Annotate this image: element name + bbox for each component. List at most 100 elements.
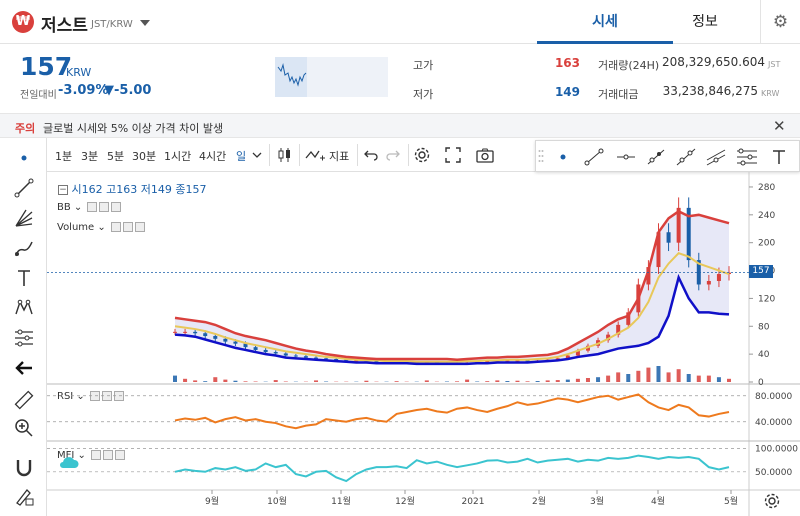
volume-bar <box>203 381 208 382</box>
candle-body <box>253 347 258 350</box>
settings-icon[interactable] <box>103 450 114 460</box>
interval-4hour[interactable]: 4시간 <box>199 150 227 163</box>
collapse-icon[interactable]: − <box>58 185 68 195</box>
interval-3min[interactable]: 3분 <box>81 150 99 163</box>
lock-pencil-icon[interactable] <box>12 484 36 508</box>
visibility-icon[interactable] <box>91 450 102 460</box>
bb-label: BB <box>57 202 71 213</box>
close-label: 종 <box>175 183 186 196</box>
volume-indicator-row[interactable]: Volume ⌄ <box>57 222 145 233</box>
x-tick-label: 2월 <box>532 495 546 507</box>
undo-icon[interactable] <box>363 147 379 163</box>
top-header: ₩ 저스트 JST/KRW 시세 정보 ⚙ <box>0 0 800 44</box>
mfi-indicator-row[interactable]: MFI ⌄ <box>57 450 126 461</box>
visibility-icon[interactable] <box>87 202 98 212</box>
camera-icon[interactable] <box>475 146 495 164</box>
settings-icon[interactable] <box>122 222 133 232</box>
volume-bar <box>233 380 238 382</box>
indicator-icon[interactable] <box>305 146 325 164</box>
interval-30min[interactable]: 30분 <box>132 150 157 163</box>
volume-bar <box>424 380 429 382</box>
zoom-in-icon[interactable] <box>12 416 36 440</box>
close-value: 157 <box>185 183 207 196</box>
text-tool-icon[interactable] <box>770 148 788 166</box>
volume-bar <box>273 380 278 382</box>
volume-bar <box>686 374 691 382</box>
remove-icon[interactable] <box>134 222 145 232</box>
volume-bar <box>243 381 248 382</box>
fib-retracement-icon[interactable] <box>736 148 758 166</box>
y-tick-label: 240 <box>758 211 775 221</box>
volume-bar <box>626 374 631 382</box>
measure-lines-icon[interactable] <box>12 326 36 350</box>
y-tick-label: 80 <box>758 322 770 332</box>
fib-fan-icon[interactable] <box>12 206 36 230</box>
chart-toolbar: 1분 3분 5분 30분 1시간 4시간 일 지표 <box>47 138 800 172</box>
parallel-channel-icon[interactable] <box>706 148 726 166</box>
trend-line-icon[interactable] <box>584 148 604 166</box>
settings-icon[interactable] <box>99 202 110 212</box>
pattern-icon[interactable] <box>12 296 36 320</box>
chevron-down-icon[interactable] <box>252 151 262 159</box>
tab-info[interactable]: 정보 <box>692 14 718 30</box>
candle-body <box>716 274 721 281</box>
candle-body <box>374 361 379 363</box>
volume-bar <box>555 380 560 382</box>
redo-icon[interactable] <box>385 147 401 163</box>
tab-market-price[interactable]: 시세 <box>537 0 673 44</box>
brush-icon[interactable] <box>12 236 36 260</box>
volume-bar <box>596 377 601 382</box>
drag-handle-icon[interactable] <box>538 149 544 163</box>
candle-body <box>324 358 329 360</box>
settings-gear-icon[interactable] <box>763 492 781 510</box>
candle-body <box>676 207 681 243</box>
ruler-icon[interactable] <box>12 388 36 412</box>
remove-icon[interactable] <box>115 450 126 460</box>
ohlc-legend: − 시162 고163 저149 종157 <box>58 181 207 197</box>
horizontal-line-icon[interactable] <box>616 148 636 166</box>
bb-indicator-row[interactable]: BB ⌄ <box>57 202 122 213</box>
candle-body <box>706 281 711 285</box>
coin-name: 저스트 <box>41 16 88 36</box>
volume-bar <box>485 381 490 382</box>
interval-1min[interactable]: 1분 <box>55 150 73 163</box>
settings-gear-icon[interactable] <box>413 146 431 164</box>
cloud-icon <box>60 457 79 468</box>
fullscreen-icon[interactable] <box>444 146 462 164</box>
volume-bar <box>636 370 641 382</box>
trend-line-icon[interactable] <box>12 176 36 200</box>
ray-icon[interactable] <box>646 148 666 166</box>
high-label: 고 <box>106 183 117 196</box>
candle-body <box>505 360 510 362</box>
interval-5min[interactable]: 5분 <box>107 150 125 163</box>
cursor-dot-icon[interactable] <box>12 146 36 170</box>
close-icon[interactable]: ✕ <box>773 117 786 135</box>
bb-lower-line <box>174 273 730 366</box>
volume-bar <box>173 375 177 382</box>
volume-bar <box>646 367 651 382</box>
candle-body <box>485 361 490 363</box>
remove-icon[interactable] <box>111 202 122 212</box>
extended-line-icon[interactable] <box>676 148 696 166</box>
x-tick-label: 3월 <box>590 495 604 507</box>
mfi-tick-label: 100.0000 <box>755 445 798 455</box>
interval-1hour[interactable]: 1시간 <box>164 150 192 163</box>
candle-body <box>555 358 560 360</box>
candlestick-icon[interactable] <box>276 146 294 164</box>
volume-bar <box>575 378 580 382</box>
interval-daily[interactable]: 일 <box>236 150 247 163</box>
cursor-dot-icon[interactable] <box>554 148 572 166</box>
visibility-icon[interactable] <box>110 222 121 232</box>
candle-body <box>263 349 268 353</box>
magnet-icon[interactable] <box>12 456 36 480</box>
settings-gear-icon[interactable]: ⚙ <box>760 0 800 44</box>
low-label: 저가 <box>413 88 434 101</box>
chevron-down-icon[interactable] <box>140 20 150 26</box>
volume-bar <box>706 375 711 382</box>
price-chart[interactable]: 0408012016020024028040.000080.000050.000… <box>47 172 800 516</box>
indicator-label[interactable]: 지표 <box>329 150 350 163</box>
arrow-left-icon[interactable] <box>12 356 36 380</box>
bb-band-fill <box>175 211 729 364</box>
text-tool-icon[interactable] <box>12 266 36 290</box>
candle-body <box>243 343 248 348</box>
